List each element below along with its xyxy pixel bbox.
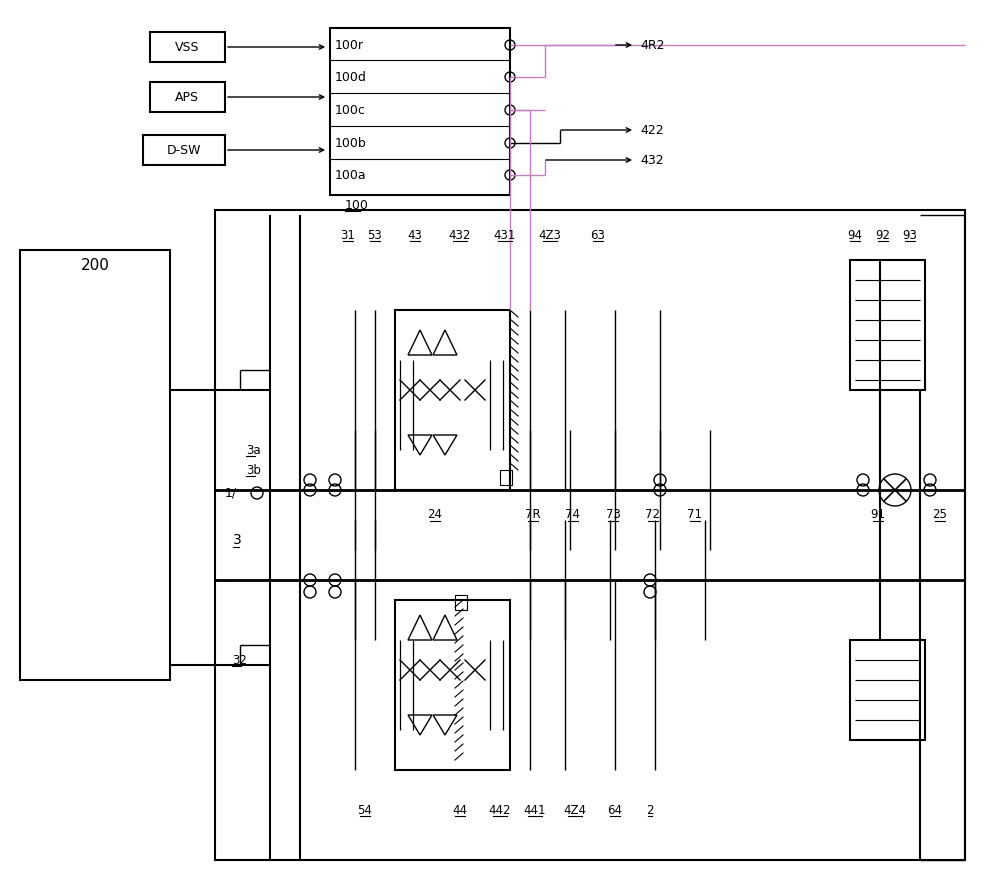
Text: 431: 431 bbox=[494, 229, 516, 242]
Text: 1/: 1/ bbox=[225, 486, 237, 500]
Bar bbox=[20, 250, 170, 680]
Text: 100r: 100r bbox=[335, 38, 364, 51]
Text: 200: 200 bbox=[81, 258, 109, 273]
Bar bbox=[150, 32, 225, 62]
Text: 422: 422 bbox=[640, 123, 664, 136]
Text: 64: 64 bbox=[608, 804, 622, 817]
Text: 53: 53 bbox=[368, 229, 382, 242]
Text: 72: 72 bbox=[646, 509, 660, 522]
Text: 44: 44 bbox=[452, 804, 468, 817]
Text: 100d: 100d bbox=[335, 71, 367, 83]
Text: 32: 32 bbox=[232, 654, 247, 666]
Text: 74: 74 bbox=[566, 509, 580, 522]
Text: 442: 442 bbox=[489, 804, 511, 817]
Text: VSS: VSS bbox=[175, 41, 199, 53]
Bar bbox=[850, 260, 925, 390]
Text: 3: 3 bbox=[233, 533, 242, 547]
Bar bbox=[395, 310, 510, 490]
Text: 63: 63 bbox=[591, 229, 605, 242]
Text: 4Z4: 4Z4 bbox=[564, 804, 586, 817]
Text: 4Z3: 4Z3 bbox=[539, 229, 561, 242]
Bar bbox=[330, 28, 510, 195]
Text: 54: 54 bbox=[358, 804, 372, 817]
Text: 92: 92 bbox=[876, 229, 891, 242]
Text: 24: 24 bbox=[428, 509, 442, 522]
Text: 94: 94 bbox=[848, 229, 862, 242]
Text: 4R2: 4R2 bbox=[640, 38, 664, 51]
Bar bbox=[150, 82, 225, 112]
Text: 3a: 3a bbox=[246, 444, 261, 456]
Text: 7R: 7R bbox=[525, 509, 541, 522]
Text: APS: APS bbox=[175, 90, 199, 104]
Text: 73: 73 bbox=[606, 509, 620, 522]
Text: 432: 432 bbox=[449, 229, 471, 242]
Text: 432: 432 bbox=[640, 153, 664, 167]
Text: 91: 91 bbox=[870, 509, 886, 522]
Bar bbox=[500, 470, 512, 485]
Text: 2: 2 bbox=[646, 804, 654, 817]
Text: 100c: 100c bbox=[335, 104, 366, 116]
Text: 100b: 100b bbox=[335, 136, 367, 150]
Text: D-SW: D-SW bbox=[167, 144, 201, 157]
Text: 31: 31 bbox=[341, 229, 355, 242]
Text: 71: 71 bbox=[688, 509, 702, 522]
Text: 25: 25 bbox=[933, 509, 947, 522]
Text: 3b: 3b bbox=[246, 463, 261, 477]
Text: 100: 100 bbox=[345, 198, 369, 212]
Text: 43: 43 bbox=[408, 229, 422, 242]
Bar bbox=[455, 595, 467, 610]
Text: 93: 93 bbox=[903, 229, 917, 242]
Bar bbox=[850, 640, 925, 740]
Bar bbox=[143, 135, 225, 165]
Bar bbox=[215, 210, 965, 860]
Text: 100a: 100a bbox=[335, 168, 367, 182]
Text: 441: 441 bbox=[524, 804, 546, 817]
Bar bbox=[395, 600, 510, 770]
